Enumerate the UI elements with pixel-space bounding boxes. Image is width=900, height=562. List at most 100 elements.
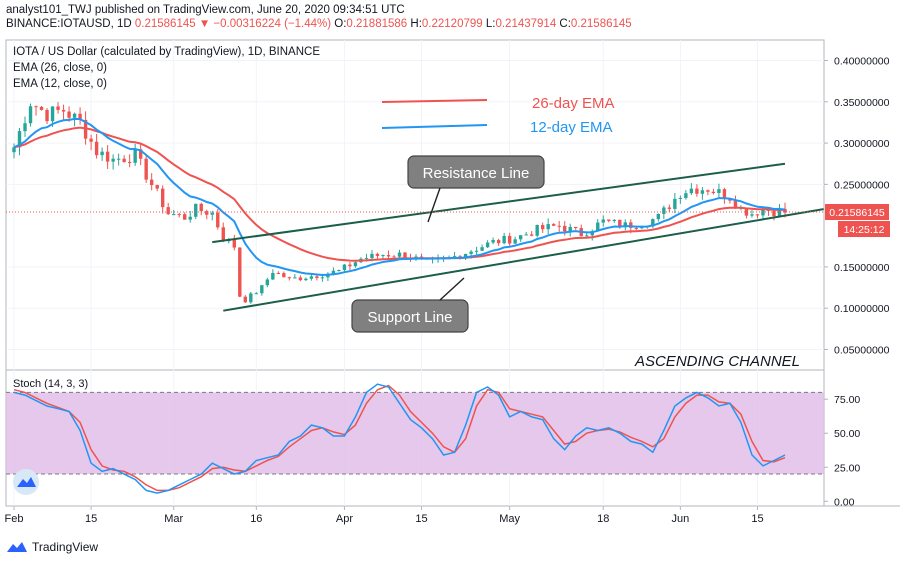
candle-body [452, 256, 457, 258]
candle-body [590, 231, 594, 236]
candle-body [265, 279, 270, 286]
candle-body [172, 214, 176, 216]
candle-body [249, 293, 253, 303]
candle-body [695, 188, 699, 194]
tradingview-pane-logo [13, 469, 39, 495]
candle-body [480, 247, 484, 251]
close-label: C: [559, 18, 571, 30]
stoch-band-fill [6, 392, 824, 475]
candle-body [568, 226, 572, 232]
time-tick-label: Apr [336, 513, 353, 525]
price-chart[interactable]: 0.40000000 0.35000000 0.30000000 0.25000000… [0, 36, 900, 534]
footer-brand: TradingView [32, 540, 99, 554]
time-axis: Feb 15 Mar 16 Apr 15 May 18 Jun 15 [5, 506, 764, 525]
stoch-legend: Stoch (14, 3, 3) [13, 378, 88, 390]
candle-body [67, 111, 71, 118]
candle-body [155, 185, 159, 189]
candle-body [282, 273, 286, 278]
candle-body [370, 253, 374, 259]
candle-body [260, 285, 264, 294]
candle-body [111, 158, 115, 162]
candle-body [34, 106, 38, 108]
candle-body [706, 190, 710, 192]
candle-body [89, 138, 93, 142]
candle-body [496, 240, 501, 244]
symbol: BINANCE:IOTAUSD, 1D [6, 18, 132, 30]
candle-body [728, 198, 732, 201]
candle-body [210, 212, 214, 215]
countdown-tag-bg [838, 221, 890, 237]
close-value: 0.21586145 [570, 18, 632, 30]
candle-body [293, 277, 297, 279]
candle-body [507, 235, 512, 244]
candle-body [276, 272, 281, 274]
chart-title: IOTA / US Dollar (calculated by TradingV… [13, 46, 320, 58]
candle-body [144, 158, 148, 180]
candle-body [364, 258, 369, 260]
tradingview-logo-icon [7, 542, 27, 552]
candle-body [205, 211, 209, 215]
time-tick-label: 18 [597, 513, 609, 525]
candle-body [403, 252, 407, 258]
price-axis: 0.40000000 0.35000000 0.30000000 0.25000000… [824, 56, 890, 356]
candle-body [232, 239, 236, 248]
candle-body [397, 252, 402, 257]
candle-body [777, 208, 782, 217]
candle-body [100, 151, 104, 156]
candle-body [199, 203, 203, 212]
candle-body [254, 293, 259, 295]
candle-body [689, 188, 694, 194]
channel-label: ASCENDING CHANNEL [634, 353, 800, 370]
candle-body [45, 109, 49, 122]
candle-body [755, 214, 760, 216]
candle-body [188, 216, 192, 220]
candle-body [160, 188, 165, 208]
candle-body [629, 222, 633, 228]
candles [12, 102, 787, 304]
chart-header: analyst101_TWJ published on TradingView.… [6, 3, 632, 31]
candle-body [744, 207, 749, 216]
candle-body [585, 235, 589, 237]
stoch-lines [13, 383, 786, 494]
resistance-line [212, 162, 786, 244]
candle-body [298, 277, 303, 281]
candle-body [375, 253, 380, 256]
candle-body [50, 106, 55, 122]
candle-body [717, 189, 721, 194]
candle-body [17, 131, 22, 148]
stoch-tick-label: 75.00 [834, 394, 860, 406]
ohlc-line: BINANCE:IOTAUSD, 1D 0.21586145 ▼ −0.0031… [6, 17, 632, 31]
candle-body [557, 225, 561, 227]
candle-body [116, 158, 121, 160]
candle-body [133, 149, 137, 163]
time-tick-label: 15 [415, 513, 427, 525]
low-label: L: [485, 18, 496, 30]
candle-body [463, 253, 468, 259]
open-value: 0.21881586 [346, 18, 408, 30]
candle-body [194, 203, 198, 217]
candle-body [72, 113, 77, 118]
candle-body [618, 219, 622, 228]
time-tick-label: Mar [164, 513, 183, 525]
candle-body [127, 162, 132, 164]
candle-body [94, 141, 99, 156]
stoch-k-line [13, 383, 786, 494]
ema-lines [13, 117, 786, 277]
candle-body [39, 106, 44, 110]
candle-body [149, 179, 154, 186]
support-callout: Support Line [367, 309, 452, 326]
footer: TradingView [6, 538, 98, 556]
candle-body [678, 197, 683, 199]
candle-body [574, 226, 578, 229]
open-label: O: [334, 18, 347, 30]
candle-body [221, 227, 225, 242]
candle-body [662, 207, 666, 214]
candle-body [546, 224, 550, 230]
support-line [223, 208, 824, 312]
resistance-callout-box [407, 155, 545, 189]
time-tick-label: Feb [5, 513, 24, 525]
price-tick-label: 0.25000000 [834, 179, 890, 191]
candle-body [540, 225, 545, 230]
ema12-annotation: 12-day EMA [530, 119, 613, 136]
ema26-swatch [381, 99, 488, 103]
